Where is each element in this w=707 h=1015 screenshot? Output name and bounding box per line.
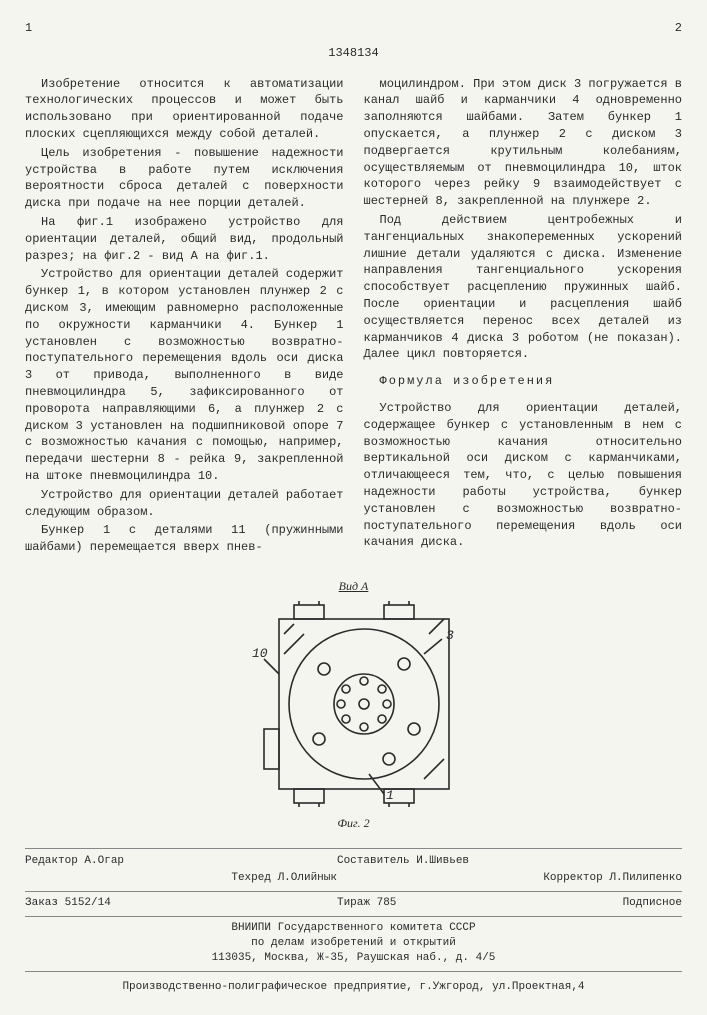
page-numbers: 1 2 xyxy=(25,20,682,37)
credit-row: Техред Л.Олийнык Корректор Л.Пилипенко xyxy=(25,870,682,887)
editor: Редактор А.Огар xyxy=(25,854,124,869)
credits-block: Редактор А.Огар Составитель И.Шивьев Тех… xyxy=(25,848,682,893)
page-right: 2 xyxy=(675,20,682,37)
para: Изобретение относится к автоматизации те… xyxy=(25,76,344,143)
para: Бункер 1 с деталями 11 (пружинными шайба… xyxy=(25,522,344,556)
org-line: 113035, Москва, Ж-35, Раушская наб., д. … xyxy=(25,951,682,966)
para-claim: Устройство для ориентации деталей, содер… xyxy=(364,400,683,551)
credit-row: Редактор А.Огар Составитель И.Шивьев xyxy=(25,853,682,870)
para: На фиг.1 изображено устройство для ориен… xyxy=(25,214,344,264)
column-left: Изобретение относится к автоматизации те… xyxy=(25,76,344,558)
view-label: Вид А xyxy=(25,578,682,595)
column-right: моцилиндром. При этом диск 3 погружается… xyxy=(364,76,683,558)
org-line: по делам изобретений и открытий xyxy=(25,936,682,951)
para: моцилиндром. При этом диск 3 погружается… xyxy=(364,76,683,210)
order-row: Заказ 5152/14 Тираж 785 Подписное xyxy=(25,892,682,916)
tirazh: Тираж 785 xyxy=(337,896,396,911)
corrector: Корректор Л.Пилипенко xyxy=(543,871,682,886)
org-line: ВНИИПИ Государственного комитета СССР xyxy=(25,921,682,936)
text-columns: Изобретение относится к автоматизации те… xyxy=(25,76,682,558)
figure-2: Вид А xyxy=(25,578,682,832)
fig-label-1: 1 xyxy=(386,788,394,803)
techred: Техред Л.Олийнык xyxy=(231,871,337,886)
compiler: Составитель И.Шивьев xyxy=(337,854,469,869)
figure-svg: 10 3 1 xyxy=(224,599,484,809)
podpisnoe: Подписное xyxy=(623,896,682,911)
para: Устройство для ориентации деталей содерж… xyxy=(25,266,344,484)
para: Цель изобретения - повышение надежности … xyxy=(25,145,344,212)
page-left: 1 xyxy=(25,20,32,37)
footer: Производственно-полиграфическое предприя… xyxy=(25,980,682,995)
zakaz: Заказ 5152/14 xyxy=(25,896,111,911)
formula-title: Формула изобретения xyxy=(364,373,683,390)
para: Под действием центробежных и тангенциаль… xyxy=(364,212,683,363)
document-number: 1348134 xyxy=(25,45,682,62)
figure-caption: Фиг. 2 xyxy=(25,815,682,832)
fig-label-3: 3 xyxy=(446,628,454,643)
organization-block: ВНИИПИ Государственного комитета СССР по… xyxy=(25,917,682,972)
para: Устройство для ориентации деталей работа… xyxy=(25,487,344,521)
fig-label-10: 10 xyxy=(252,646,268,661)
